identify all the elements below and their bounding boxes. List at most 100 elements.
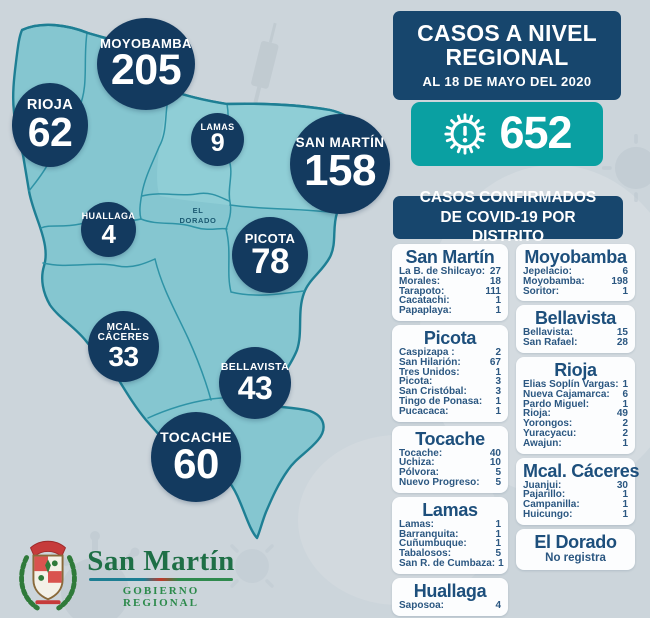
district-value: 15 xyxy=(616,327,628,339)
district-boxes-right-column: Moyobamba Jepelacio: 6 Moyobamba: 198 Sori… xyxy=(516,244,640,618)
district-name: San Rafael: xyxy=(523,337,578,349)
district-name: Juanjui: xyxy=(523,479,562,491)
district-value: 1 xyxy=(622,285,628,297)
district-box-tocache: Tocache Tocache: 40 Uchiza: 10 Pólvora: 5 N… xyxy=(392,425,508,493)
district-box-title: Mcal. Cáceres xyxy=(523,460,640,481)
province-badge-san-martin: SAN MARTÍN 158 xyxy=(290,114,390,214)
district-value: 28 xyxy=(616,337,628,349)
badge-value: 205 xyxy=(110,46,182,95)
district-row: Caspizapa : 2 xyxy=(399,348,501,358)
district-name: Uchiza: xyxy=(399,457,435,469)
district-row: Tingo de Ponasa: 1 xyxy=(399,397,501,407)
badge-label: LAMAS xyxy=(200,121,235,132)
district-name: Saposoa: xyxy=(399,599,445,611)
district-value: 18 xyxy=(489,275,501,287)
badge-value: 4 xyxy=(101,218,116,249)
district-value: 111 xyxy=(485,285,501,297)
district-row: Jepelacio: 6 xyxy=(523,267,628,277)
district-name: Moyobamba: xyxy=(523,275,585,287)
regional-header: CASOS A NIVEL REGIONAL AL 18 DE MAYO DEL… xyxy=(393,11,621,100)
district-box-title: Huallaga xyxy=(413,580,487,601)
district-row: Lamas: 1 xyxy=(399,518,501,530)
district-row: Pucacaca: 1 xyxy=(399,405,501,417)
badge-label: PICOTA xyxy=(244,230,296,246)
district-value: 67 xyxy=(489,356,501,368)
district-box-title: El Dorado xyxy=(534,531,617,552)
district-box-mcal-caceres: Mcal. Cáceres Juanjui: 30 Pajarillo: 1 Cam… xyxy=(516,457,640,525)
district-value: 1 xyxy=(495,295,501,307)
district-value: 6 xyxy=(622,388,628,400)
district-value: 5 xyxy=(495,476,501,488)
district-value: 2 xyxy=(622,418,628,430)
district-name: Awajun: xyxy=(523,437,562,449)
district-row: Saposoa: 4 xyxy=(399,599,501,611)
province-badge-mcal-caceres: MCAL. CÁCERES 33 xyxy=(88,311,159,382)
district-row: Cuñumbuque: 1 xyxy=(399,539,501,549)
district-name: La B. de Shilcayo: xyxy=(399,266,486,277)
district-name: Nueva Cajamarca: xyxy=(523,388,610,400)
district-value: 1 xyxy=(622,437,628,449)
map-region-label-el-dorado: EL DORADO xyxy=(179,206,217,225)
district-value: 1 xyxy=(622,398,628,410)
regional-title: CASOS A NIVEL REGIONAL xyxy=(417,20,597,70)
district-row: Awajun: 1 xyxy=(523,437,628,449)
district-value: 40 xyxy=(489,447,501,459)
district-row: Cacatachi: 1 xyxy=(399,296,501,306)
district-row: San Hilarión: 67 xyxy=(399,356,501,368)
district-box-el-dorado: El Dorado No registra xyxy=(516,528,635,570)
district-value: 198 xyxy=(611,275,628,287)
district-value: 2 xyxy=(495,346,501,358)
district-value: 10 xyxy=(489,457,501,469)
district-row: Morales: 18 xyxy=(399,275,501,287)
district-value: 5 xyxy=(495,548,501,560)
district-boxes: San Martín La B. de Shilcayo: 27 Morales:… xyxy=(392,244,640,618)
district-row: Uchiza: 10 xyxy=(399,458,501,468)
district-row: Moyobamba: 198 xyxy=(523,275,628,287)
district-box-title: Moyobamba xyxy=(524,247,627,267)
district-row: San Rafael: 28 xyxy=(523,338,628,348)
district-name: Nuevo Progreso: xyxy=(399,476,480,488)
district-row: Yorongos: 2 xyxy=(523,419,628,429)
district-value: 2 xyxy=(622,427,628,439)
district-name: Yorongos: xyxy=(523,418,573,430)
district-name: Yuracyacu: xyxy=(523,427,577,439)
district-name: Tocache: xyxy=(399,447,443,459)
district-name: San R. de Cumbaza: xyxy=(399,557,496,569)
district-name: Soritor: xyxy=(523,285,560,297)
brand-divider xyxy=(89,578,233,581)
district-name: Lamas: xyxy=(399,518,435,530)
district-cases-header: CASOS CONFIRMADOS DE COVID-19 POR DISTRI… xyxy=(393,189,623,245)
district-value: 1 xyxy=(495,305,501,317)
district-box-lamas: Lamas Lamas: 1 Barranquita: 1 Cuñumbuque: 1… xyxy=(392,496,508,574)
badge-value: 33 xyxy=(108,340,139,372)
district-box-rioja: Rioja Elias Soplín Vargas: 1 Nueva Cajama… xyxy=(516,356,635,454)
badge-label: MOYOBAMBA xyxy=(100,35,192,51)
province-badge-tocache: TOCACHE 60 xyxy=(151,412,241,502)
district-row: Tabalosos: 5 xyxy=(399,549,501,559)
district-name: Pardo Miguel: xyxy=(523,398,590,410)
district-value: 30 xyxy=(616,479,628,491)
district-value: 49 xyxy=(616,408,628,420)
district-name: Picota: xyxy=(399,376,433,388)
district-name: San Hilarión: xyxy=(399,356,461,368)
district-box-san-martin: San Martín La B. de Shilcayo: 27 Morales:… xyxy=(392,244,508,321)
district-row: San R. de Cumbaza: 1 xyxy=(399,557,504,569)
district-value: 1 xyxy=(495,366,501,378)
footer-logo: San Martín GOBIERNO REGIONAL xyxy=(86,546,236,609)
no-data-note: No registra xyxy=(545,551,606,564)
district-row: Yuracyacu: 2 xyxy=(523,429,628,439)
district-name: Tres Unidos: xyxy=(399,366,460,378)
district-name: Elias Soplín Vargas: xyxy=(523,378,619,390)
badge-label: RIOJA xyxy=(26,96,74,113)
badge-label: TOCACHE xyxy=(160,428,232,445)
province-badge-rioja: RIOJA 62 xyxy=(12,83,88,167)
badge-label: HUALLAGA xyxy=(81,211,136,222)
badge-value: 60 xyxy=(173,440,219,488)
district-boxes-left-column: San Martín La B. de Shilcayo: 27 Morales:… xyxy=(392,244,508,618)
district-row: Nuevo Progreso: 5 xyxy=(399,478,501,488)
district-box-picota: Picota Caspizapa : 2 San Hilarión: 67 Tres… xyxy=(392,324,508,422)
district-value: 1 xyxy=(495,405,501,417)
district-row: Rioja: 49 xyxy=(523,409,628,419)
district-row: San Cristóbal: 3 xyxy=(399,387,501,397)
